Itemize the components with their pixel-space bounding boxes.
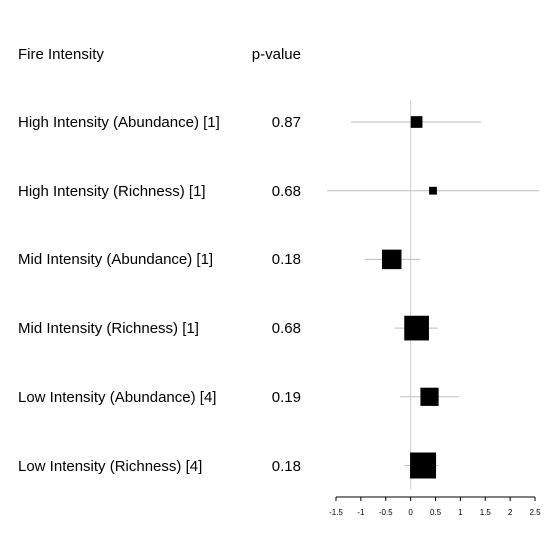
point-estimate — [410, 116, 423, 128]
x-tick-label: -1.5 — [329, 508, 343, 517]
row-label: High Intensity (Abundance) [1] — [18, 114, 220, 131]
row-label: Mid Intensity (Abundance) [1] — [18, 251, 214, 269]
x-tick-label: 2 — [508, 508, 513, 517]
x-tick-label: 2.5 — [529, 508, 541, 517]
label-column-header: Fire Intensity — [18, 46, 104, 63]
point-estimate — [404, 315, 429, 341]
row-pvalue: 0.18 — [271, 457, 301, 475]
point-estimate — [381, 249, 402, 270]
x-tick-label: 0 — [408, 508, 413, 517]
point-estimate — [429, 186, 437, 195]
x-tick-label: 1.5 — [480, 508, 492, 517]
point-estimate — [410, 452, 437, 479]
row-label: Mid Intensity (Richness) [1] — [18, 320, 199, 338]
row-label: High Intensity (Richness) [1] — [18, 182, 206, 200]
row-pvalue: 0.87 — [271, 114, 301, 131]
row-label: Low Intensity (Abundance) [4] — [18, 388, 217, 406]
row-pvalue: 0.68 — [271, 320, 301, 338]
row-pvalue: 0.68 — [271, 182, 301, 200]
row-pvalue: 0.18 — [271, 251, 301, 269]
x-tick-label: -0.5 — [379, 508, 393, 517]
x-tick-label: -1 — [357, 508, 365, 517]
row-pvalue: 0.19 — [271, 388, 301, 406]
pvalue-column-header: p-value — [251, 46, 301, 63]
x-tick-label: 0.5 — [430, 508, 442, 517]
row-label: Low Intensity (Richness) [4] — [18, 457, 203, 475]
point-estimate — [420, 387, 439, 406]
x-tick-label: 1 — [458, 508, 463, 517]
